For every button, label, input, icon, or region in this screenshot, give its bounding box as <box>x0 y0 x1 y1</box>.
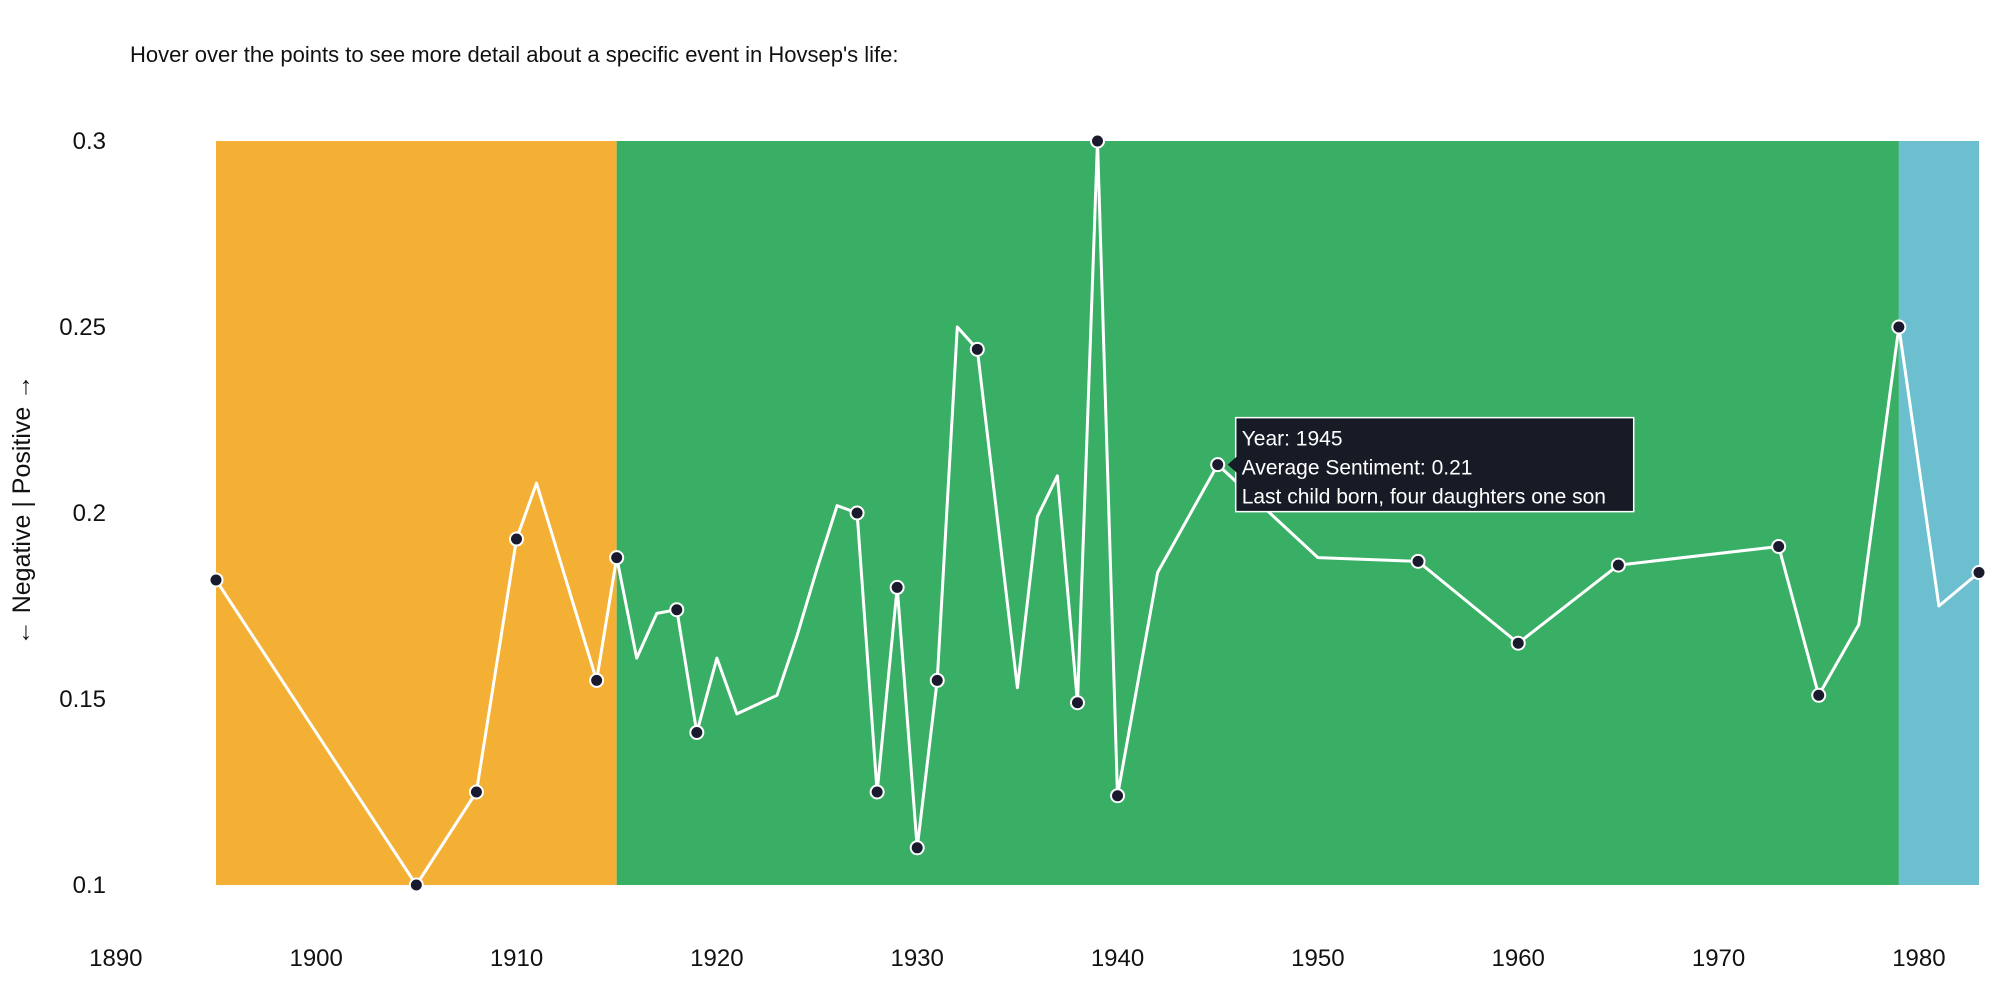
x-tick-label: 1930 <box>890 945 943 972</box>
y-tick-label: 0.25 <box>59 314 106 341</box>
sentiment-line <box>214 139 1980 887</box>
event-point-1983[interactable] <box>1971 565 1987 581</box>
event-point-1919[interactable] <box>689 724 705 740</box>
period-band-3 <box>1898 141 1979 885</box>
event-point-1910[interactable] <box>509 531 525 547</box>
event-point-1931[interactable] <box>929 672 945 688</box>
event-point-1908[interactable] <box>468 784 484 800</box>
x-tick-label: 1900 <box>289 945 342 972</box>
period-bands <box>216 141 1979 885</box>
period-band-1 <box>216 141 617 885</box>
y-tick-label: 0.1 <box>73 872 106 899</box>
x-tick-label: 1920 <box>690 945 743 972</box>
x-axis-ticks: 1890 1900 1910 1920 1930 1940 1950 1960 1970 1980 <box>89 945 1945 972</box>
intro-text: Hover over the points to see more detail… <box>130 42 899 67</box>
y-tick-label: 0.2 <box>73 500 106 527</box>
y-tick-label: 0.15 <box>59 686 106 713</box>
x-tick-label: 1940 <box>1091 945 1144 972</box>
event-point-1965[interactable] <box>1610 557 1626 573</box>
event-point-1945[interactable] <box>1210 457 1226 473</box>
event-point-1929[interactable] <box>889 579 905 595</box>
y-tick-label: 0.3 <box>73 128 106 155</box>
event-point-1955[interactable] <box>1410 553 1426 569</box>
event-point-1914[interactable] <box>589 672 605 688</box>
event-point-1895[interactable] <box>208 572 224 588</box>
x-tick-label: 1970 <box>1692 945 1745 972</box>
x-tick-label: 1910 <box>490 945 543 972</box>
event-point-1905[interactable] <box>408 877 424 893</box>
tooltip-line-2: Average Sentiment: 0.21 <box>1242 457 1473 480</box>
event-point-1915[interactable] <box>609 550 625 566</box>
event-point-1939[interactable] <box>1090 133 1105 149</box>
tooltip-line-1: Year: 1945 <box>1242 428 1343 451</box>
y-axis-label: ← Negative | Positive → <box>8 375 36 645</box>
event-point-1960[interactable] <box>1510 635 1526 651</box>
x-tick-label: 1950 <box>1291 945 1344 972</box>
event-markers <box>208 133 1987 893</box>
tooltip-box <box>1234 416 1635 513</box>
event-point-1975[interactable] <box>1811 687 1827 703</box>
x-tick-label: 1960 <box>1492 945 1545 972</box>
tooltip-line-3: Last child born, four daughters one son <box>1242 486 1606 509</box>
x-tick-label: 1980 <box>1892 945 1945 972</box>
event-point-1938[interactable] <box>1069 695 1085 711</box>
event-point-1918[interactable] <box>669 602 685 618</box>
y-axis-ticks: 0.1 0.15 0.2 0.25 0.3 <box>59 128 106 899</box>
event-point-1973[interactable] <box>1771 538 1787 554</box>
period-band-2 <box>616 141 1899 885</box>
event-point-1933[interactable] <box>969 341 985 357</box>
sentiment-line-path <box>214 139 1980 887</box>
event-tooltip: Year: 1945 Average Sentiment: 0.21 Last ch… <box>1227 416 1635 513</box>
event-point-1927[interactable] <box>849 505 865 521</box>
event-point-1940[interactable] <box>1110 788 1126 804</box>
tooltip-pointer <box>1227 456 1237 473</box>
x-tick-label: 1890 <box>89 945 142 972</box>
event-point-1928[interactable] <box>869 784 885 800</box>
event-point-1979[interactable] <box>1891 319 1907 335</box>
event-point-1930[interactable] <box>909 840 925 856</box>
